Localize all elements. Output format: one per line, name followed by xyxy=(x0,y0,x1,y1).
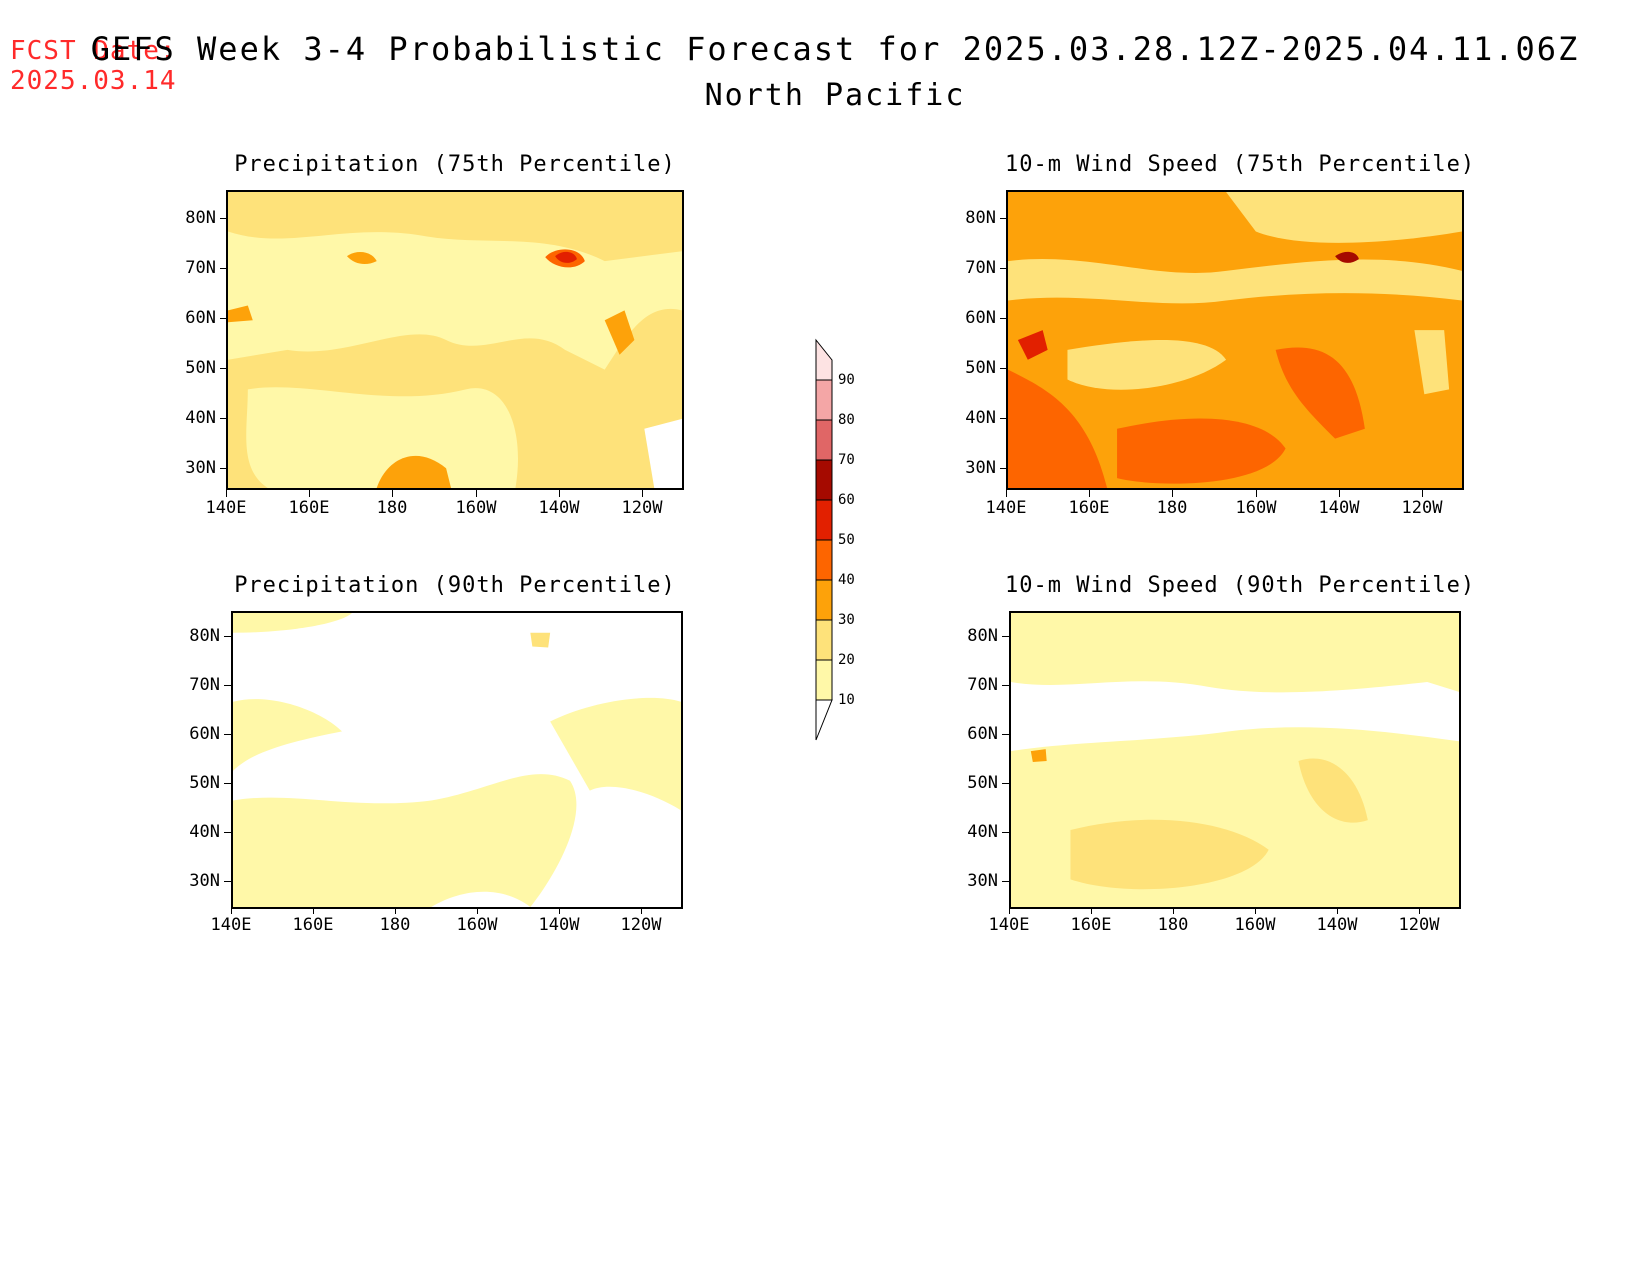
lon-tick-label: 160E xyxy=(279,490,339,518)
colorbar-label: 30 xyxy=(838,612,855,628)
wind-75-field xyxy=(1008,192,1462,488)
colorbar-label: 40 xyxy=(838,572,855,588)
colorbar-label: 60 xyxy=(838,492,855,508)
precip-90-field xyxy=(233,613,681,907)
forecast-date-label: FCST Date: xyxy=(10,36,177,66)
figure-title: GEFS Week 3-4 Probabilistic Forecast for… xyxy=(90,30,1580,68)
lon-tick-label: 160E xyxy=(1061,907,1121,935)
lat-tick-label: 40N xyxy=(948,408,1008,428)
panel-title-wind-90: 10-m Wind Speed (90th Percentile) xyxy=(1005,573,1476,598)
colorbar-label: 50 xyxy=(838,532,855,548)
lon-tick-label: 180 xyxy=(365,907,425,935)
lon-tick-label: 140E xyxy=(201,907,261,935)
lon-tick-label: 140E xyxy=(979,907,1039,935)
lon-tick-label: 160W xyxy=(447,907,507,935)
lat-tick-label: 80N xyxy=(168,208,228,228)
lon-tick-label: 160W xyxy=(1226,490,1286,518)
precip-75-field xyxy=(228,192,682,488)
lat-tick-label: 80N xyxy=(948,208,1008,228)
forecast-date-value: 2025.03.14 xyxy=(10,66,177,96)
lat-tick-label: 40N xyxy=(168,408,228,428)
lat-tick-label: 60N xyxy=(950,724,1010,744)
lat-tick-label: 30N xyxy=(172,871,232,891)
lat-tick-label: 50N xyxy=(168,358,228,378)
lat-tick-label: 60N xyxy=(172,724,232,744)
panel-title-precip-90: Precipitation (90th Percentile) xyxy=(234,573,676,598)
lat-tick-label: 40N xyxy=(950,822,1010,842)
colorbar-label: 10 xyxy=(838,692,855,708)
lat-tick-label: 50N xyxy=(950,773,1010,793)
lat-tick-label: 30N xyxy=(948,458,1008,478)
colorbar-label: 80 xyxy=(838,412,855,428)
lon-tick-label: 140W xyxy=(1307,907,1367,935)
lat-tick-label: 60N xyxy=(168,308,228,328)
map-precip-90 xyxy=(231,611,683,909)
wind-90-field xyxy=(1011,613,1459,907)
lon-tick-label: 140W xyxy=(1309,490,1369,518)
lon-tick-label: 120W xyxy=(1392,490,1452,518)
lat-tick-label: 70N xyxy=(168,258,228,278)
lon-tick-label: 140E xyxy=(196,490,256,518)
lat-tick-label: 70N xyxy=(172,675,232,695)
lon-tick-label: 180 xyxy=(1142,490,1202,518)
map-precip-75 xyxy=(226,190,684,490)
lon-tick-label: 140W xyxy=(529,907,589,935)
map-wind-75 xyxy=(1006,190,1464,490)
lat-tick-label: 40N xyxy=(172,822,232,842)
lat-tick-label: 70N xyxy=(948,258,1008,278)
panel-title-precip-75: Precipitation (75th Percentile) xyxy=(234,152,676,177)
lon-tick-label: 120W xyxy=(1389,907,1449,935)
lon-tick-label: 140E xyxy=(976,490,1036,518)
lat-tick-label: 60N xyxy=(948,308,1008,328)
region-title: North Pacific xyxy=(704,78,966,113)
lat-tick-label: 50N xyxy=(172,773,232,793)
lat-tick-label: 30N xyxy=(950,871,1010,891)
lon-tick-label: 160W xyxy=(1225,907,1285,935)
lon-tick-label: 160W xyxy=(446,490,506,518)
lon-tick-label: 160E xyxy=(283,907,343,935)
lon-tick-label: 140W xyxy=(529,490,589,518)
lat-tick-label: 80N xyxy=(950,626,1010,646)
lat-tick-label: 80N xyxy=(172,626,232,646)
map-wind-90 xyxy=(1009,611,1461,909)
panel-title-wind-75: 10-m Wind Speed (75th Percentile) xyxy=(1005,152,1476,177)
lat-tick-label: 70N xyxy=(950,675,1010,695)
lon-tick-label: 180 xyxy=(1143,907,1203,935)
colorbar-label: 90 xyxy=(838,372,855,388)
colorbar-swatches xyxy=(815,338,833,741)
forecast-date-block: FCST Date: 2025.03.14 xyxy=(10,36,177,96)
lon-tick-label: 180 xyxy=(362,490,422,518)
lon-tick-label: 120W xyxy=(611,907,671,935)
lon-tick-label: 120W xyxy=(612,490,672,518)
lat-tick-label: 30N xyxy=(168,458,228,478)
lat-tick-label: 50N xyxy=(948,358,1008,378)
colorbar-label: 70 xyxy=(838,452,855,468)
colorbar-label: 20 xyxy=(838,652,855,668)
lon-tick-label: 160E xyxy=(1059,490,1119,518)
